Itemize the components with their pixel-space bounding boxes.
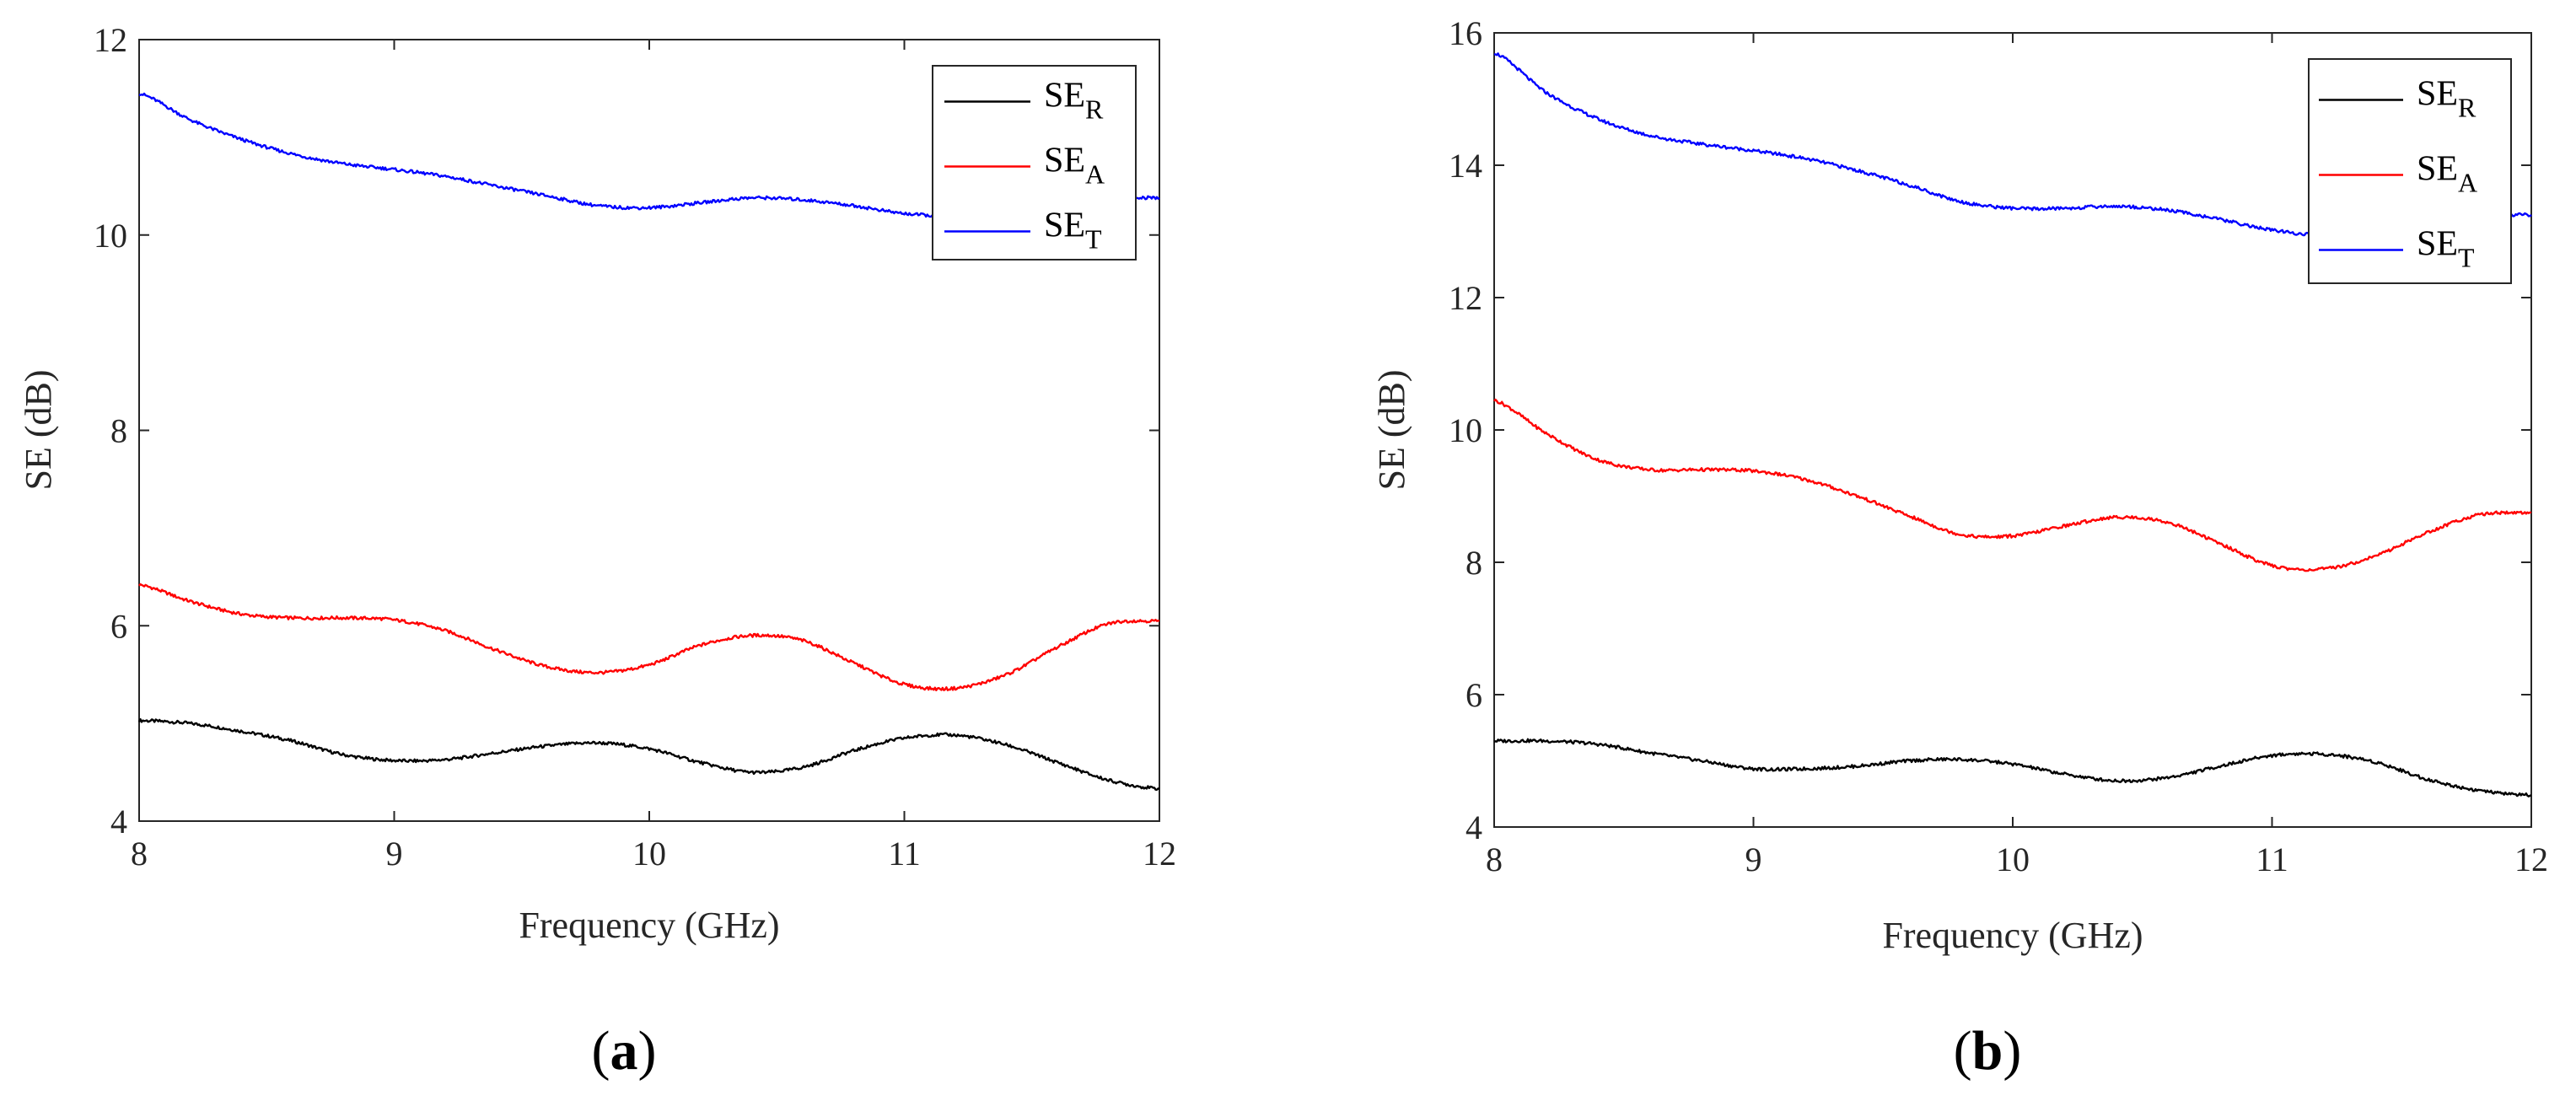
y-tick-label-a: 10 <box>94 217 127 255</box>
series-line-SER-b <box>1493 738 2532 798</box>
legend-label-SEA-b: SEA <box>2417 150 2477 198</box>
x-axis-label-a: Frequency (GHz) <box>519 905 779 946</box>
x-axis-label-b: Frequency (GHz) <box>1882 915 2143 956</box>
x-tick-label-b: 11 <box>2256 841 2288 878</box>
y-tick-labels-a: 4 6 8 10 12 <box>94 21 127 841</box>
axis-ticks-a <box>138 39 1160 822</box>
x-tick-label-a: 8 <box>131 835 148 873</box>
chart-panel-a: 8 9 10 11 12 4 6 8 10 12 SER SEA SET Frequency (GH… <box>18 21 1176 1082</box>
y-tick-label-b: 14 <box>1449 147 1482 185</box>
y-tick-label-a: 6 <box>110 607 127 645</box>
x-tick-label-b: 12 <box>2514 841 2548 878</box>
y-tick-label-a: 4 <box>110 803 127 841</box>
legend-box-a <box>932 65 1137 260</box>
y-tick-labels-b: 4 6 8 10 12 14 16 <box>1449 14 1482 846</box>
x-tick-label-a: 11 <box>888 835 921 873</box>
x-tick-label-b: 9 <box>1745 841 1762 878</box>
x-tick-label-a: 9 <box>386 835 403 873</box>
panel-letter-b: b <box>1972 1020 2003 1082</box>
legend-b: SER SEA SET <box>2308 58 2512 284</box>
x-tick-label-b: 8 <box>1486 841 1503 878</box>
legend-label-SEA-a: SEA <box>1044 142 1105 190</box>
chart-panel-b: 8 9 10 11 12 4 6 8 10 12 14 16 SER SEA SET Frequency… <box>1371 14 2548 1082</box>
x-tick-label-a: 12 <box>1143 835 1176 873</box>
y-tick-label-b: 12 <box>1449 279 1482 317</box>
x-tick-labels-b: 8 9 10 11 12 <box>1486 841 2548 878</box>
x-tick-label-a: 10 <box>632 835 666 873</box>
legend-label-SER-b: SER <box>2417 75 2477 123</box>
legend-box-b <box>2308 58 2512 284</box>
y-axis-label-a: SE (dB) <box>18 370 59 491</box>
panel-label-b: (b) <box>1954 1020 2022 1082</box>
y-tick-label-b: 8 <box>1465 544 1482 582</box>
panel-label-a: (a) <box>592 1020 657 1082</box>
y-tick-label-b: 4 <box>1465 808 1482 846</box>
legend-a: SER SEA SET <box>932 65 1137 260</box>
y-tick-label-b: 6 <box>1465 676 1482 714</box>
series-line-SER-a <box>137 717 1160 791</box>
legend-label-SET-a: SET <box>1044 207 1102 255</box>
legend-label-SER-a: SER <box>1044 77 1104 125</box>
axis-ticks-b <box>1493 32 2532 828</box>
x-tick-labels-a: 8 9 10 11 12 <box>131 835 1176 873</box>
y-tick-label-b: 16 <box>1449 14 1482 52</box>
y-tick-label-a: 8 <box>110 412 127 450</box>
series-line-SEA-b <box>1493 398 2532 572</box>
series-line-SEA-a <box>138 583 1160 691</box>
y-axis-label-b: SE (dB) <box>1371 370 1412 491</box>
x-tick-label-b: 10 <box>1996 841 2030 878</box>
y-tick-label-b: 10 <box>1449 411 1482 449</box>
panel-letter-a: a <box>610 1020 638 1082</box>
legend-label-SET-b: SET <box>2417 225 2475 273</box>
y-tick-label-a: 12 <box>94 21 127 59</box>
